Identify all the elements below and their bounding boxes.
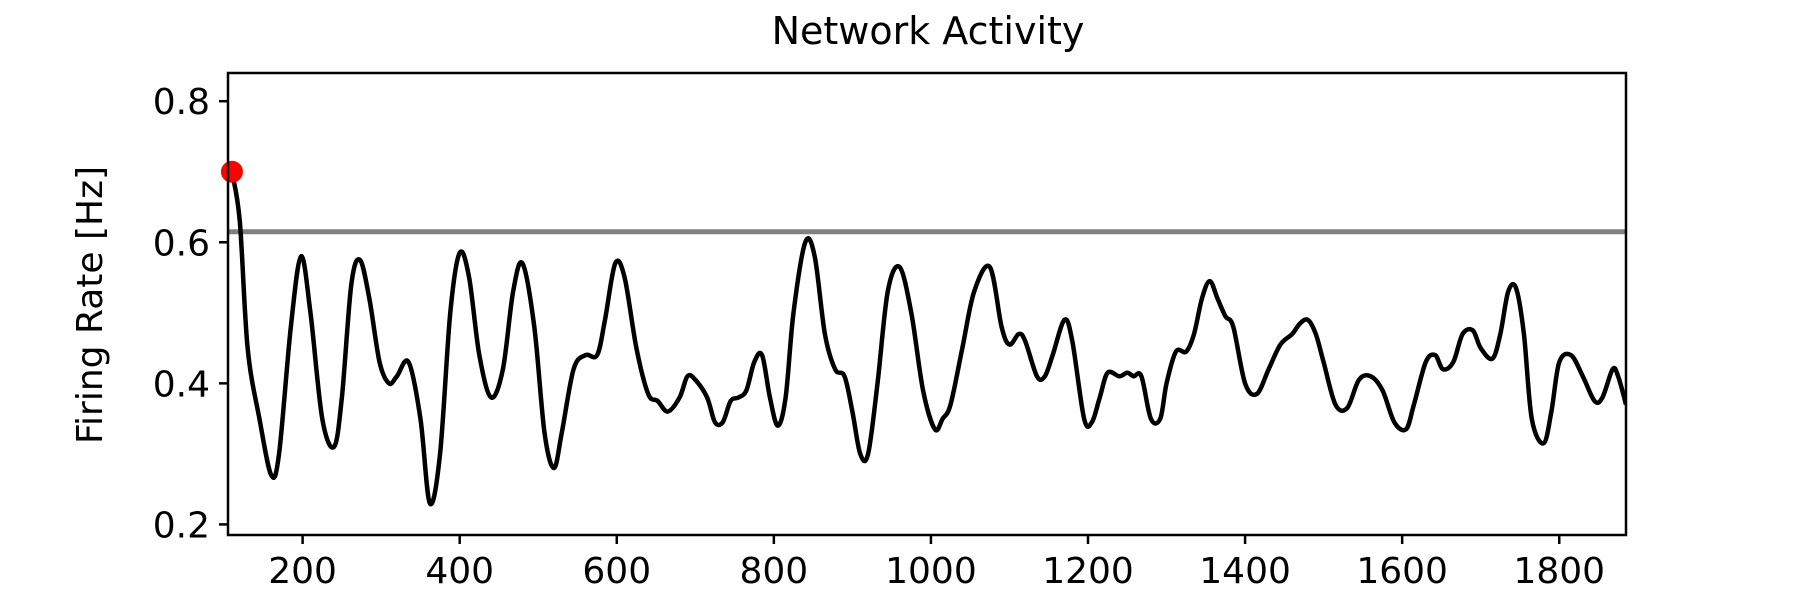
series-line-0	[229, 171, 1626, 507]
x-tick-label: 200	[268, 551, 337, 592]
axes-frame	[226, 71, 1628, 537]
start-marker	[220, 160, 243, 183]
x-tick-label: 400	[425, 551, 494, 592]
x-tick-label: 1800	[1513, 551, 1605, 592]
y-axis-label: Firing Rate [Hz]	[70, 166, 111, 444]
x-tick-label: 1200	[1042, 551, 1134, 592]
y-tick-label: 0.8	[153, 82, 210, 123]
plot-area: 200 400 600 800 1000 1200 1400 1600 1800 0.2 0.4 0.…	[153, 71, 1628, 592]
x-tick-label: 1600	[1356, 551, 1448, 592]
x-tick-label: 800	[739, 551, 808, 592]
x-tick-label: 1000	[885, 551, 977, 592]
chart-title: Network Activity	[772, 9, 1085, 53]
y-tick-label: 0.4	[153, 364, 210, 405]
x-tick-label: 600	[582, 551, 651, 592]
y-tick-label: 0.2	[153, 505, 210, 546]
x-tick-label: 1400	[1199, 551, 1291, 592]
y-tick-label: 0.6	[153, 223, 210, 264]
